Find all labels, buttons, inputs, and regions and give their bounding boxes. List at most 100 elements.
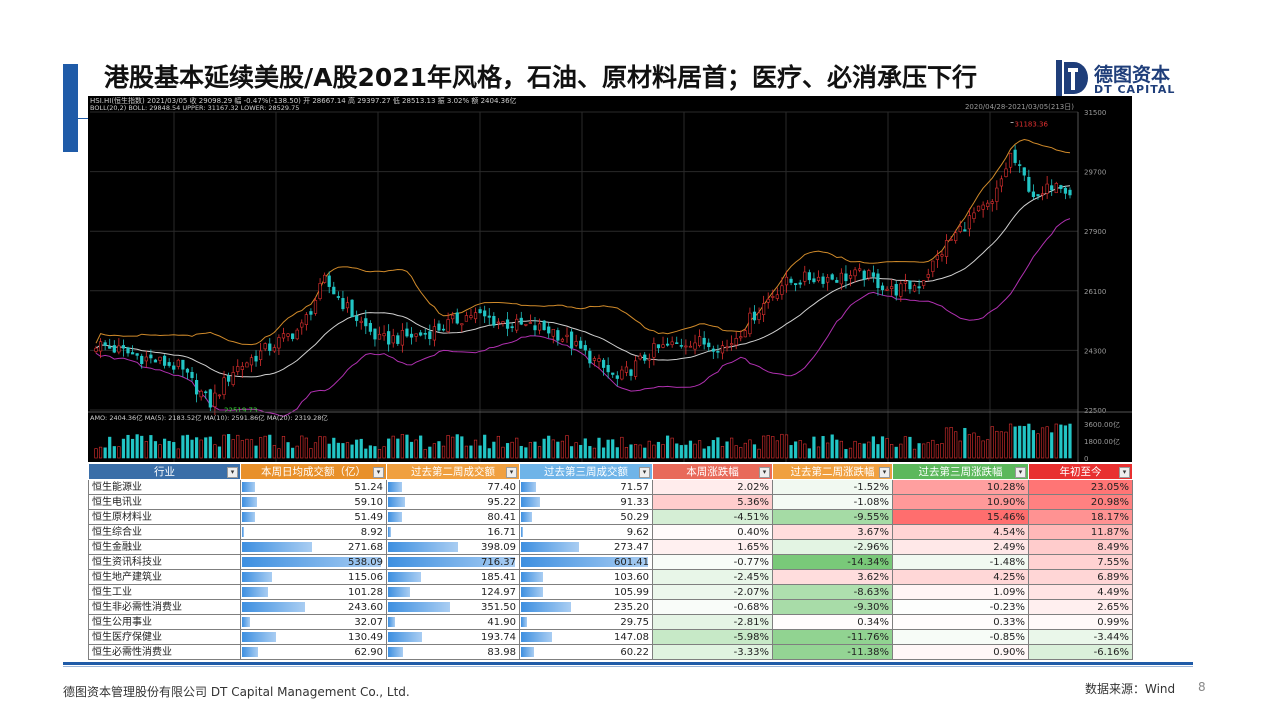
- candle-body: [423, 332, 427, 335]
- ytd-change-cell: 7.55%: [1028, 554, 1133, 570]
- candle-body: [318, 283, 322, 299]
- volume-bar: [327, 443, 331, 459]
- y-tick-label: 24300: [1084, 347, 1106, 355]
- candle-body: [309, 311, 313, 315]
- candle-body: [1036, 194, 1040, 197]
- weekly-change-cell: 2.02%: [652, 479, 773, 495]
- candle-body: [451, 314, 455, 320]
- turnover-value: 60.22: [620, 646, 649, 658]
- volume-bar: [208, 436, 212, 459]
- column-header[interactable]: 年初至今 ▾: [1028, 463, 1133, 480]
- volume-bar: [922, 443, 926, 459]
- volume-bar: [272, 445, 276, 459]
- ytd-change-cell: 0.99%: [1028, 614, 1133, 630]
- table-row: 恒生金融业 271.68 398.09 273.47 1.65% -2.96% 2.49% 8…: [88, 539, 1133, 555]
- volume-bar: [789, 445, 793, 459]
- candle-body: [528, 322, 533, 324]
- volume-bar: [240, 440, 244, 459]
- volume-bar: [217, 446, 222, 459]
- candle-body: [858, 268, 862, 271]
- column-header-label: 行业: [154, 466, 175, 478]
- candle-body: [620, 369, 624, 380]
- candle-body: [853, 269, 857, 277]
- volume-bar: [391, 435, 395, 459]
- turnover-data-bar: [521, 527, 524, 537]
- filter-dropdown-icon[interactable]: ▾: [759, 467, 770, 478]
- volume-bar: [231, 439, 235, 459]
- candle-body: [597, 358, 601, 362]
- volume-bar: [222, 434, 226, 459]
- industry-name-cell: 恒生公用事业: [88, 614, 241, 630]
- volume-bar: [958, 440, 962, 459]
- turnover-cell: 124.97: [386, 584, 520, 600]
- candle-body: [121, 345, 126, 349]
- volume-bar: [510, 441, 514, 459]
- volume-bar: [679, 445, 683, 459]
- candle-body: [967, 215, 971, 230]
- weekly-change-cell: 0.34%: [772, 614, 893, 630]
- candle-body: [748, 312, 752, 335]
- turnover-value: 351.50: [481, 601, 516, 613]
- volume-bar: [432, 443, 436, 459]
- industry-table: 行业 ▾ 本周日均成交额（亿） ▾ 过去第二周成交额 ▾ 过去第三周成交额 ▾ 本周涨跌幅 ▾ 过去…: [88, 463, 1133, 660]
- candle-body: [304, 314, 308, 325]
- filter-dropdown-icon[interactable]: ▾: [373, 467, 384, 478]
- column-header[interactable]: 本周涨跌幅 ▾: [652, 463, 773, 480]
- volume-bar: [542, 438, 546, 459]
- volume-bar: [807, 448, 811, 459]
- volume-bar: [638, 444, 642, 459]
- ytd-change-cell: 20.98%: [1028, 494, 1133, 510]
- weekly-change-cell: -5.98%: [652, 629, 773, 645]
- turnover-cell: 271.68: [240, 539, 387, 555]
- turnover-value: 51.24: [354, 481, 383, 493]
- weekly-change-cell: 0.90%: [892, 644, 1029, 660]
- turnover-data-bar: [242, 632, 276, 642]
- weekly-change-cell: -1.48%: [892, 554, 1029, 570]
- filter-dropdown-icon[interactable]: ▾: [506, 467, 517, 478]
- candle-body: [976, 205, 981, 212]
- column-header[interactable]: 过去第三周成交额 ▾: [519, 463, 653, 480]
- volume-bar: [396, 438, 400, 459]
- filter-dropdown-icon[interactable]: ▾: [227, 467, 238, 478]
- filter-dropdown-icon[interactable]: ▾: [879, 467, 890, 478]
- candle-body: [592, 358, 597, 361]
- turnover-data-bar: [521, 482, 537, 492]
- filter-dropdown-icon[interactable]: ▾: [1015, 467, 1026, 478]
- volume-bar: [1018, 425, 1022, 459]
- weekly-change-cell: -2.07%: [652, 584, 773, 600]
- candle-body: [492, 316, 496, 326]
- candle-body: [830, 274, 834, 280]
- column-header[interactable]: 过去第二周涨跌幅 ▾: [772, 463, 893, 480]
- candle-body: [496, 321, 501, 324]
- weekly-change-cell: 1.09%: [892, 584, 1029, 600]
- turnover-value: 130.49: [348, 631, 383, 643]
- volume-bar: [1027, 423, 1031, 459]
- candle-body: [812, 278, 816, 283]
- column-header[interactable]: 过去第二周成交额 ▾: [386, 463, 520, 480]
- volume-bar: [496, 435, 501, 459]
- candle-body: [638, 355, 642, 360]
- volume-bar: [1054, 423, 1058, 459]
- candle-body: [601, 359, 606, 368]
- filter-dropdown-icon[interactable]: ▾: [639, 467, 650, 478]
- candle-body: [510, 326, 514, 329]
- volume-bar: [716, 437, 720, 459]
- filter-dropdown-icon[interactable]: ▾: [1119, 467, 1130, 478]
- candle-body: [684, 345, 688, 348]
- candle-body: [126, 347, 130, 354]
- volume-bar: [835, 439, 839, 459]
- ytd-change-cell: -3.44%: [1028, 629, 1133, 645]
- candle-body: [579, 340, 583, 349]
- volume-bar: [894, 446, 898, 459]
- volume-bar: [460, 436, 464, 459]
- candle-body: [391, 335, 395, 344]
- turnover-cell: 273.47: [519, 539, 653, 555]
- column-header[interactable]: 行业 ▾: [88, 463, 241, 480]
- column-header[interactable]: 本周日均成交额（亿） ▾: [240, 463, 387, 480]
- candle-body: [364, 318, 368, 327]
- table-row: 恒生能源业 51.24 77.40 71.57 2.02% -1.52% 10.28% 23.…: [88, 479, 1133, 495]
- column-header[interactable]: 过去第三周涨跌幅 ▾: [892, 463, 1029, 480]
- turnover-cell: 95.22: [386, 494, 520, 510]
- volume-bar: [373, 446, 377, 459]
- table-row: 恒生医疗保健业 130.49 193.74 147.08 -5.98% -11.76% -0…: [88, 629, 1133, 645]
